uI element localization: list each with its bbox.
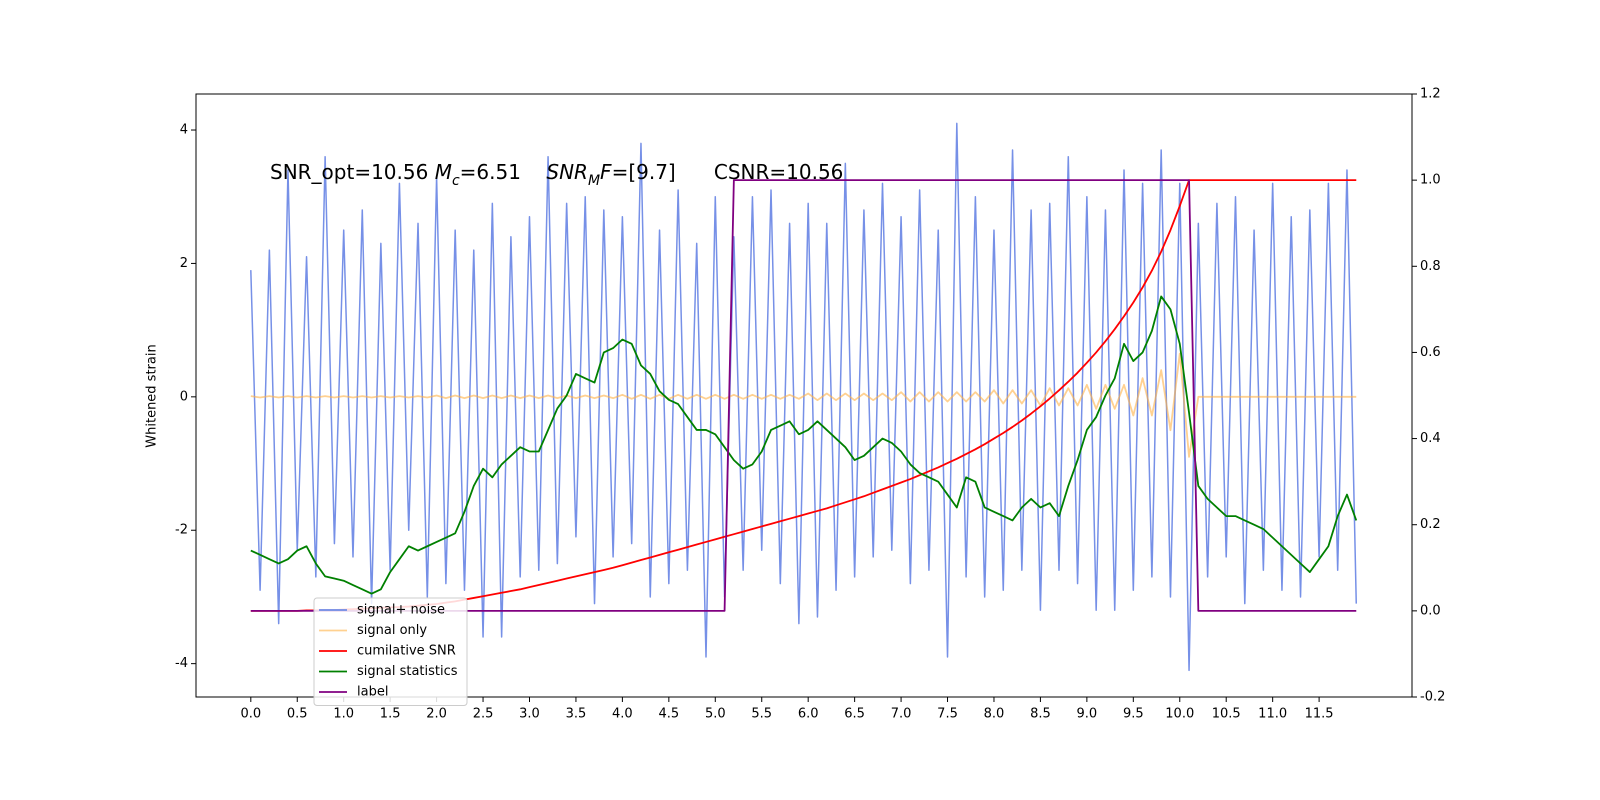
- x-tick-label: 10.5: [1212, 707, 1241, 722]
- annotation: SNR_opt=10.56 Mc=6.51 SNRMF=[9.7] CSNR=1…: [270, 160, 843, 190]
- y-axis-label: Whitened strain: [145, 344, 160, 447]
- x-tick-label: 0.5: [287, 707, 308, 722]
- legend: signal+ noise signal only cumilative SNR si…: [313, 597, 468, 706]
- x-tick-label: 7.5: [937, 707, 958, 722]
- legend-label: signal statistics: [357, 664, 458, 679]
- x-tick-label: 3.5: [566, 707, 587, 722]
- legend-box: [313, 597, 468, 706]
- annotation-part: SNR: [546, 160, 588, 184]
- x-tick-label: 10.0: [1165, 707, 1194, 722]
- y2-tick-label: 0.0: [1420, 603, 1441, 618]
- x-tick-label: 1.0: [333, 707, 354, 722]
- x-tick-label: 4.0: [612, 707, 633, 722]
- legend-label: label: [357, 685, 388, 700]
- y2-tick-label: 1.0: [1420, 173, 1441, 188]
- legend-label: signal+ noise: [357, 603, 445, 618]
- y2-tick-label: 0.6: [1420, 345, 1441, 360]
- annotation-part: M: [588, 173, 600, 189]
- axes-frame: [195, 93, 1413, 698]
- x-tick-label: 4.5: [658, 707, 679, 722]
- x-tick-label: 2.5: [473, 707, 494, 722]
- x-tick-label: 6.5: [844, 707, 865, 722]
- x-tick-label: 3.0: [519, 707, 540, 722]
- y-tick-label: 2: [180, 256, 188, 271]
- annotation-part: =6.51: [460, 160, 547, 184]
- x-tick-label: 7.0: [891, 707, 912, 722]
- y-tick-label: 0: [180, 389, 188, 404]
- series-line: [250, 122, 1358, 672]
- y-tick-label: -2: [175, 523, 188, 538]
- x-tick-label: 9.0: [1077, 707, 1098, 722]
- y2-tick-label: 0.4: [1420, 431, 1441, 446]
- y2-tick-label: 0.8: [1420, 259, 1441, 274]
- x-tick-label: 8.5: [1030, 707, 1051, 722]
- annotation-part: SNR_opt=10.56: [270, 160, 435, 184]
- series-line: [250, 295, 1358, 595]
- legend-label: signal only: [357, 623, 427, 638]
- y2-tick-label: -0.2: [1420, 690, 1445, 705]
- annotation-part: F: [600, 160, 612, 184]
- y2-tick-label: 0.2: [1420, 517, 1441, 532]
- annotation-part: =[9.7] CSNR=10.56: [612, 160, 844, 184]
- x-tick-label: 6.0: [798, 707, 819, 722]
- y-tick-label: -4: [175, 656, 188, 671]
- annotation-part: M: [435, 160, 452, 184]
- y2-tick-label: 1.2: [1420, 87, 1441, 102]
- x-tick-label: 5.0: [705, 707, 726, 722]
- x-tick-label: 11.0: [1258, 707, 1287, 722]
- x-tick-label: 2.0: [426, 707, 447, 722]
- x-tick-label: 11.5: [1305, 707, 1334, 722]
- x-tick-label: 9.5: [1123, 707, 1144, 722]
- x-tick-label: 5.5: [751, 707, 772, 722]
- x-tick-label: 8.0: [984, 707, 1005, 722]
- series-line: [250, 352, 1357, 458]
- y-tick-label: 4: [180, 123, 188, 138]
- x-tick-label: 0.0: [240, 707, 261, 722]
- annotation-part: c: [452, 173, 460, 189]
- x-tick-label: 1.5: [380, 707, 401, 722]
- legend-label: cumilative SNR: [357, 644, 456, 659]
